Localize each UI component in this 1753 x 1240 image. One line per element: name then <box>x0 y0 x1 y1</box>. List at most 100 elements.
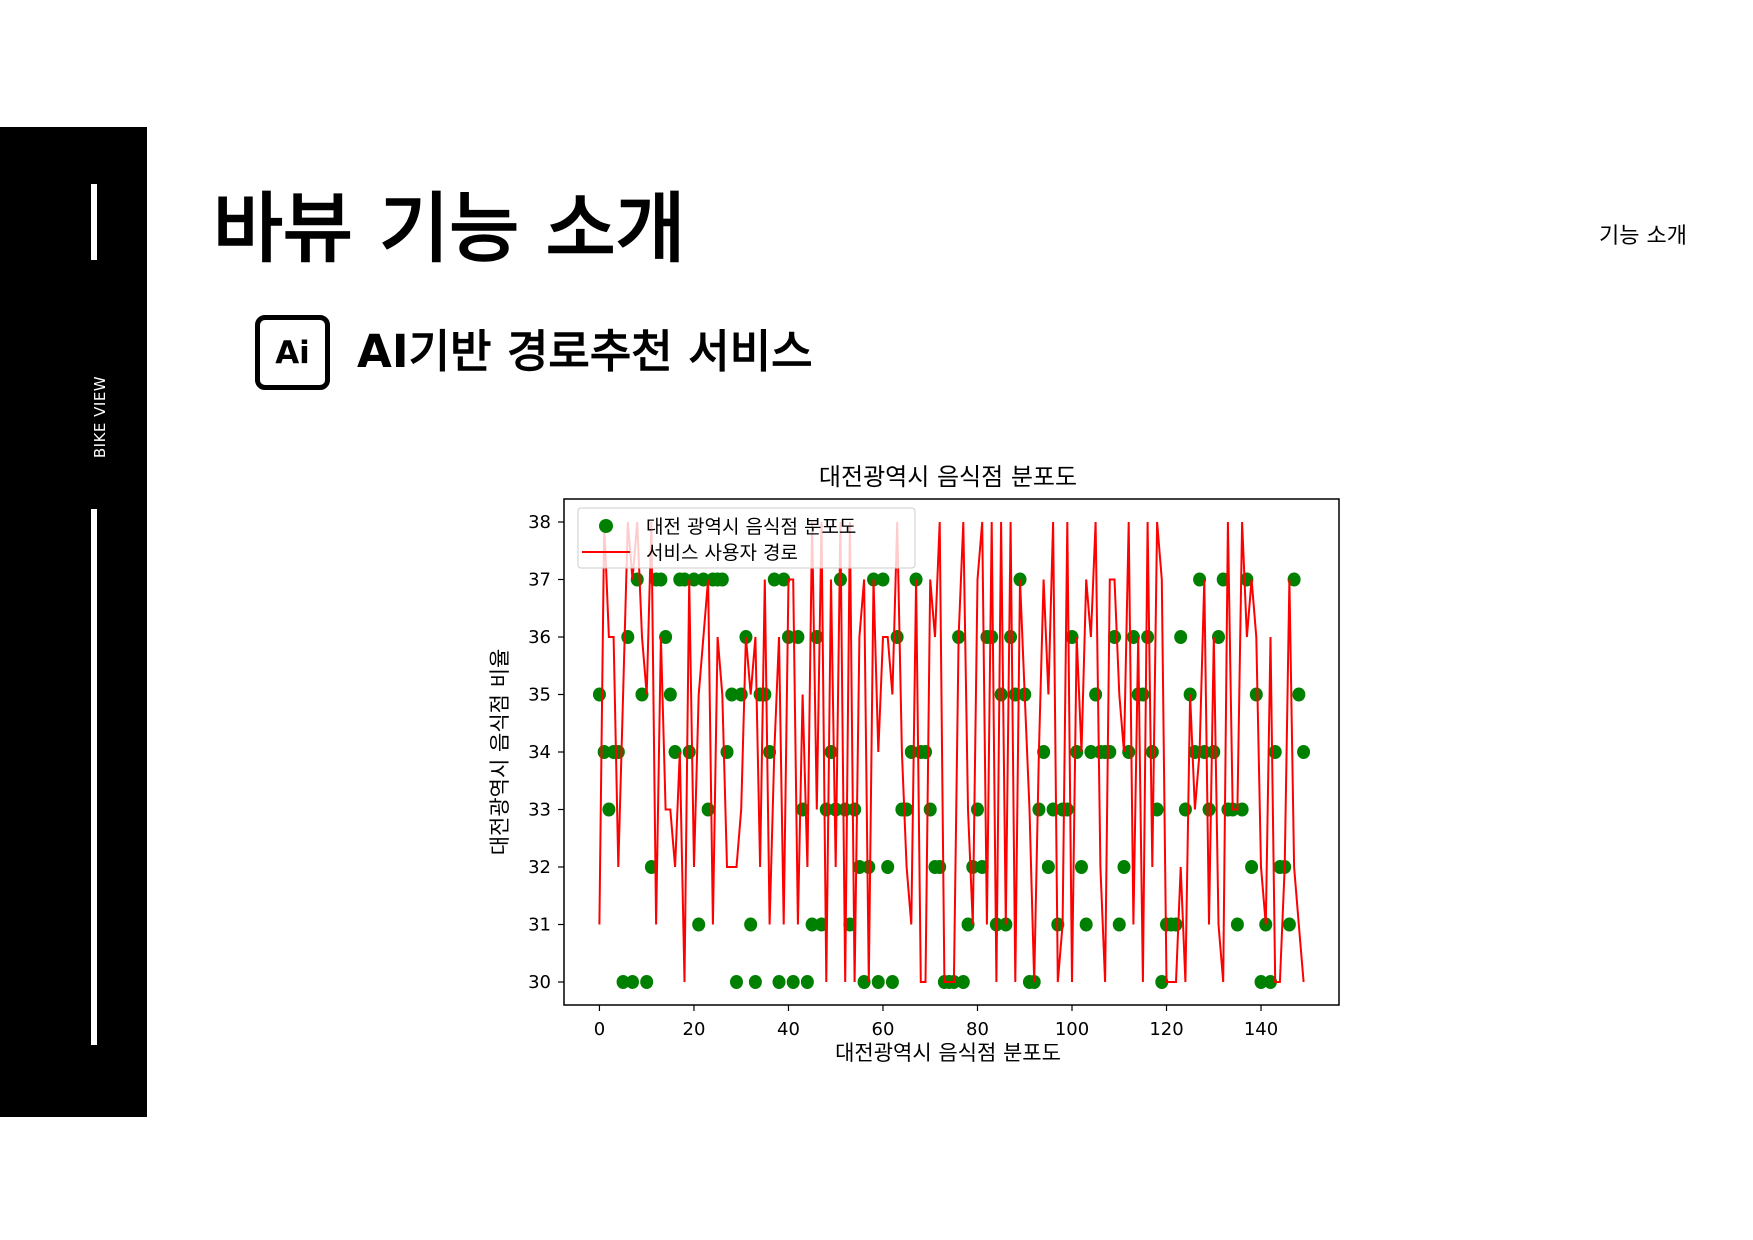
scatter-point <box>923 802 937 817</box>
scatter-point <box>919 745 933 759</box>
scatter-point <box>970 802 984 817</box>
scatter-point <box>692 917 706 932</box>
scatter-point <box>862 860 876 874</box>
scatter-point <box>857 975 871 989</box>
scatter-point <box>715 572 729 587</box>
legend-scatter-marker <box>599 519 613 533</box>
scatter-point <box>805 917 819 932</box>
x-tick-label: 120 <box>1149 1019 1183 1040</box>
legend-label-restaurants: 대전 광역시 음식점 분포도 <box>646 516 856 538</box>
x-tick-label: 80 <box>966 1019 989 1040</box>
x-tick-label: 0 <box>594 1019 605 1040</box>
scatter-point <box>621 630 635 644</box>
scatter-point <box>1060 802 1074 817</box>
chart-ylabel: 대전광역시 음식점 비율 <box>488 649 512 856</box>
scatter-point <box>696 572 710 587</box>
y-tick-label: 33 <box>528 800 551 821</box>
scatter-point <box>682 745 696 759</box>
chart-title: 대전광역시 음식점 분포도 <box>819 463 1077 491</box>
scatter-point <box>640 975 654 989</box>
scatter-point <box>1193 572 1207 587</box>
y-tick-label: 31 <box>528 915 551 936</box>
scatter-point <box>1041 860 1055 874</box>
y-tick-label: 34 <box>528 742 551 763</box>
ai-icon: Ai <box>255 315 330 390</box>
chart-xlabel: 대전광역시 음식점 분포도 <box>835 1041 1061 1065</box>
scatter-point <box>654 572 668 587</box>
legend-label-user-route: 서비스 사용자 경로 <box>646 542 798 564</box>
scatter-point <box>1084 745 1098 759</box>
scatter-point <box>744 917 758 932</box>
x-tick-label: 140 <box>1244 1019 1278 1040</box>
scatter-point <box>663 687 677 702</box>
scatter-point <box>1268 745 1282 759</box>
scatter-point <box>810 630 824 644</box>
scatter-point <box>876 572 890 587</box>
page-title: 바뷰 기능 소개 <box>213 184 686 273</box>
scatter-point <box>1032 802 1046 817</box>
scatter-point <box>1074 860 1088 874</box>
section-indicator: 기능 소개 <box>1599 224 1687 249</box>
y-tick-label: 35 <box>528 685 551 706</box>
x-tick-label: 100 <box>1055 1019 1089 1040</box>
scatter-point <box>659 630 673 644</box>
scatter-point <box>1112 917 1126 932</box>
scatter-point <box>1254 975 1268 989</box>
scatter-point <box>1145 745 1159 759</box>
scatter-point <box>1155 975 1169 989</box>
scatter-point <box>900 802 914 817</box>
scatter-point <box>961 917 975 932</box>
x-tick-label: 60 <box>872 1019 895 1040</box>
sidebar: BIKE VIEW <box>0 127 147 1117</box>
scatter-point <box>1297 745 1311 759</box>
scatter-point <box>687 572 701 587</box>
scatter-point <box>848 802 862 817</box>
chart-legend: 대전 광역시 음식점 분포도 서비스 사용자 경로 <box>577 507 916 569</box>
scatter-point <box>701 802 715 817</box>
scatter-point <box>1202 802 1216 817</box>
plot-area <box>592 521 1311 989</box>
scatter-point <box>824 745 838 759</box>
scatter-point <box>890 630 904 644</box>
scatter-point <box>994 687 1008 702</box>
scatter-point <box>734 687 748 702</box>
scatter-point <box>800 975 814 989</box>
scatter-point <box>1070 745 1084 759</box>
scatter-point <box>616 975 630 989</box>
y-tick-label: 38 <box>528 512 551 533</box>
scatter-point <box>1230 917 1244 932</box>
legend-box <box>577 507 916 569</box>
scatter-point <box>1263 975 1277 989</box>
y-tick-label: 36 <box>528 627 551 648</box>
scatter-point <box>956 975 970 989</box>
scatter-point <box>1117 860 1131 874</box>
scatter-point <box>985 630 999 644</box>
scatter-point <box>725 687 739 702</box>
scatter-point <box>1245 860 1259 874</box>
scatter-point <box>767 572 781 587</box>
scatter-point <box>592 687 606 702</box>
x-tick-label: 40 <box>777 1019 800 1040</box>
scatter-point <box>758 687 772 702</box>
scatter-point <box>1169 917 1183 932</box>
scatter-point <box>1174 630 1188 644</box>
section-title: AI기반 경로추천 서비스 <box>357 325 813 378</box>
scatter-point <box>748 975 762 989</box>
route-line <box>598 521 1305 983</box>
scatter-point <box>626 975 640 989</box>
scatter-point <box>602 802 616 817</box>
scatter-point <box>881 860 895 874</box>
scatter-point <box>838 802 852 817</box>
scatter-point <box>819 802 833 817</box>
y-tick-label: 32 <box>528 857 551 878</box>
scatter-point <box>1287 572 1301 587</box>
y-tick-label: 37 <box>528 570 551 591</box>
scatter-point <box>1079 917 1093 932</box>
sidebar-bottom-bar <box>91 509 97 1045</box>
scatter-point <box>1037 745 1051 759</box>
scatter-point <box>1178 802 1192 817</box>
axes: 0 20 40 60 80 100 120 140 30 31 32 33 34 35 36 37 38 <box>528 498 1340 1040</box>
scatter-point <box>1004 630 1018 644</box>
ai-icon-text: Ai <box>275 334 310 371</box>
